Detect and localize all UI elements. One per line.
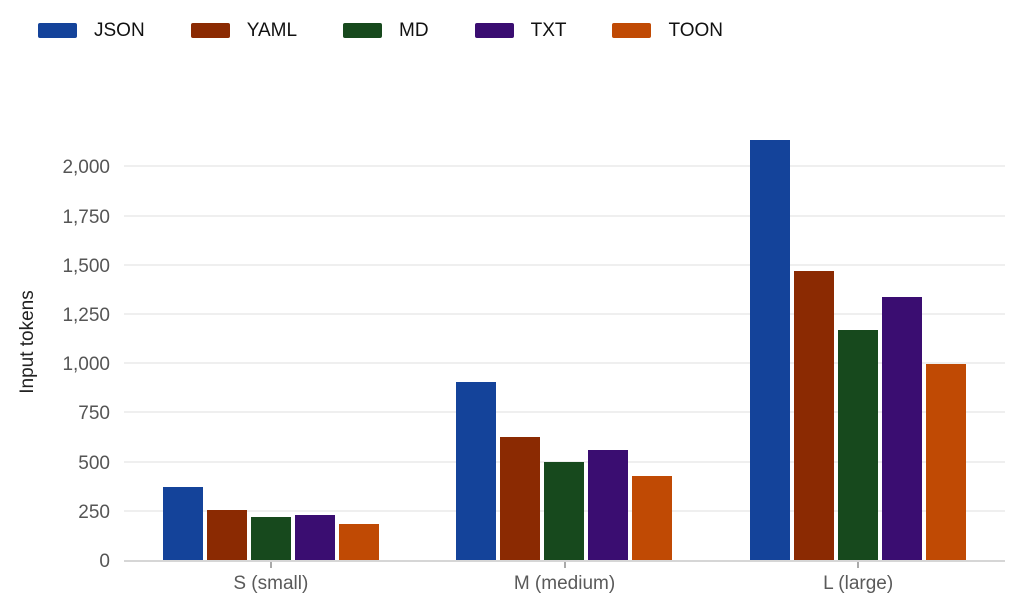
xtick-mark-s-small bbox=[269, 562, 272, 568]
plot-area: S (small) M (medium) L (large) bbox=[124, 129, 1005, 594]
legend-swatch-json bbox=[38, 23, 77, 38]
xtick-mark-l-large bbox=[857, 562, 860, 568]
legend-label-json: JSON bbox=[94, 20, 145, 41]
bar-md-l-large bbox=[838, 329, 879, 560]
ytick-label-1500: 1,500 bbox=[62, 255, 110, 277]
gridline-1750 bbox=[124, 214, 1005, 217]
legend-item-toon: TOON bbox=[612, 21, 723, 40]
gridline-750 bbox=[124, 411, 1005, 414]
legend-label-toon: TOON bbox=[668, 20, 724, 41]
legend-item-md: MD bbox=[343, 21, 429, 40]
ytick-label-750: 750 bbox=[78, 403, 110, 425]
bar-group-m-medium bbox=[418, 129, 712, 560]
ytick-label-0: 0 bbox=[99, 551, 110, 572]
legend-swatch-md bbox=[343, 23, 383, 38]
bar-json-l-large bbox=[750, 139, 791, 560]
ytick-label-500: 500 bbox=[78, 452, 110, 474]
legend-swatch-yaml bbox=[190, 23, 230, 38]
gridline-1250 bbox=[124, 312, 1005, 315]
bar-json-m-medium bbox=[456, 382, 497, 560]
ytick-label-1250: 1,250 bbox=[62, 304, 110, 326]
ytick-label-2000: 2,000 bbox=[62, 157, 110, 179]
legend-item-yaml: YAML bbox=[190, 20, 298, 41]
gridline-2000 bbox=[124, 165, 1005, 168]
legend-swatch-toon bbox=[612, 23, 652, 38]
bar-toon-s-small bbox=[338, 523, 379, 560]
legend-label-txt: TXT bbox=[530, 20, 567, 41]
legend: JSON YAML MD TXT TOON bbox=[38, 21, 723, 40]
bar-group-s-small bbox=[124, 129, 418, 560]
bar-txt-m-medium bbox=[588, 450, 629, 560]
gridline-1000 bbox=[124, 362, 1005, 365]
bar-yaml-m-medium bbox=[500, 437, 541, 560]
legend-label-yaml: YAML bbox=[246, 20, 298, 41]
bar-yaml-s-small bbox=[206, 510, 247, 560]
legend-item-json: JSON bbox=[38, 21, 145, 40]
bar-toon-l-large bbox=[926, 363, 967, 560]
xtick-mark-m-medium bbox=[563, 562, 566, 568]
y-axis-tick-labels: 0 250 500 750 1,000 1,250 1,500 1,750 2,000 bbox=[0, 129, 110, 571]
bar-json-s-small bbox=[162, 487, 203, 560]
gridline-1500 bbox=[124, 263, 1005, 266]
bar-txt-l-large bbox=[882, 296, 923, 560]
legend-swatch-txt bbox=[474, 23, 514, 38]
xtick-label-m-medium: M (medium) bbox=[513, 573, 616, 594]
ytick-label-1750: 1,750 bbox=[62, 206, 110, 228]
bar-yaml-l-large bbox=[794, 271, 835, 560]
bar-group-l-large bbox=[711, 129, 1005, 560]
bar-md-m-medium bbox=[544, 461, 585, 560]
xtick-label-l-large: L (large) bbox=[823, 573, 894, 594]
xtick-label-s-small: S (small) bbox=[233, 573, 309, 594]
bar-txt-s-small bbox=[294, 515, 335, 560]
bar-toon-m-medium bbox=[632, 476, 673, 560]
ytick-label-1000: 1,000 bbox=[62, 354, 110, 376]
ytick-label-250: 250 bbox=[78, 501, 110, 523]
bar-md-s-small bbox=[250, 516, 291, 560]
legend-label-md: MD bbox=[399, 20, 429, 41]
legend-item-txt: TXT bbox=[474, 20, 567, 41]
